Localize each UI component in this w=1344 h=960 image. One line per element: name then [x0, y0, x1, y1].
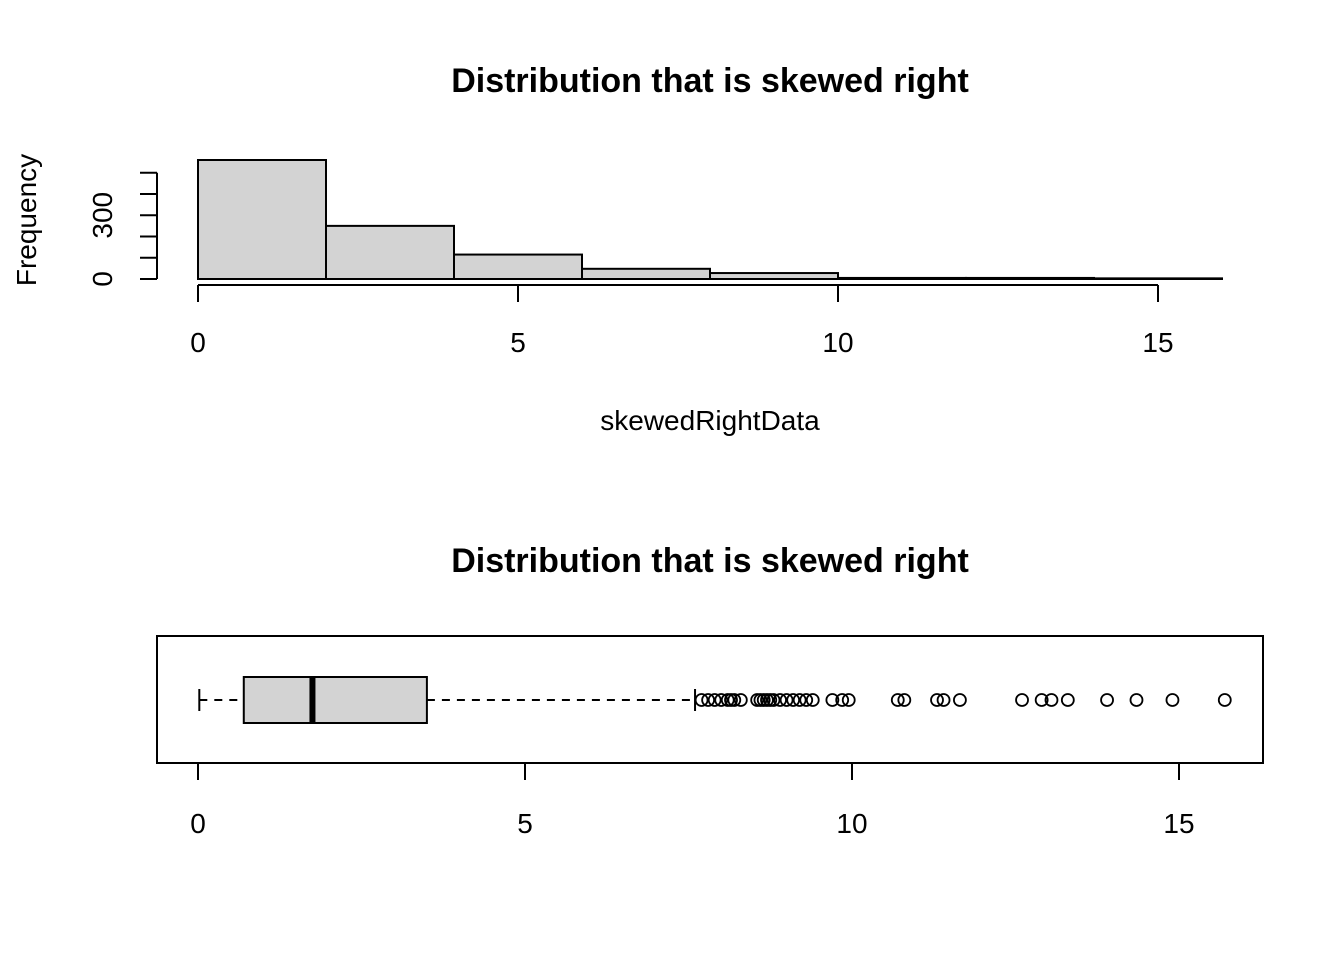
boxplot-outlier [792, 693, 807, 707]
boxplot-outlier [825, 693, 840, 707]
boxplot-outlier [835, 693, 850, 707]
histogram-bar [837, 276, 967, 280]
boxplot-outlier [1100, 693, 1114, 707]
boxplot-body [198, 676, 697, 724]
boxplot-outlier [733, 693, 748, 707]
boxplot-outlier [799, 693, 814, 707]
boxplot-panel: Distribution that is skewed right 0 5 10 15 [156, 542, 1264, 839]
histogram-x-tick-label: 10 [822, 327, 853, 358]
boxplot-outlier [1060, 693, 1075, 707]
histogram-bar [1093, 277, 1223, 280]
boxplot-outlier [1044, 693, 1059, 707]
histogram-bar [709, 272, 839, 280]
histogram-bars [197, 159, 1223, 280]
boxplot-outlier [766, 693, 781, 707]
boxplot-x-axis: 0 5 10 15 [190, 762, 1195, 839]
boxplot-outlier [1034, 693, 1049, 707]
histogram-bar [581, 267, 711, 280]
boxplot-outlier [1129, 693, 1144, 707]
boxplot-outlier [953, 693, 967, 707]
boxplot-outlier [1165, 693, 1180, 707]
boxplot-x-tick-label: 15 [1163, 808, 1194, 839]
histogram-bar [325, 224, 455, 280]
histogram-x-label: skewedRightData [600, 405, 820, 436]
histogram-x-tick-label: 5 [510, 327, 526, 358]
boxplot-outlier [779, 693, 794, 707]
boxplot-outlier [1217, 693, 1232, 707]
boxplot-outlier [897, 693, 912, 707]
boxplot-title: Distribution that is skewed right [451, 542, 969, 580]
boxplot-outlier [694, 693, 709, 707]
histogram-x-tick-label: 15 [1142, 327, 1173, 358]
histogram-title: Distribution that is skewed right [451, 62, 969, 100]
histogram-bar [453, 253, 583, 280]
boxplot-outlier [786, 693, 801, 707]
histogram-y-axis: 0 300 [87, 171, 158, 287]
histogram-x-axis: 0 5 10 15 [190, 284, 1174, 358]
boxplot-outlier [805, 693, 820, 707]
histogram-y-tick-label: 300 [87, 192, 118, 239]
boxplot-outlier [701, 693, 716, 707]
boxplot-box [242, 676, 428, 724]
histogram-y-tick-label: 0 [87, 271, 118, 287]
boxplot-outlier [707, 693, 722, 707]
boxplot-outlier [936, 693, 951, 707]
histogram-bar [965, 276, 1095, 280]
boxplot-outliers [694, 693, 1232, 707]
histogram-x-tick-label: 0 [190, 327, 206, 358]
histogram-y-label: Frequency [11, 154, 42, 286]
boxplot-x-tick-label: 5 [517, 808, 533, 839]
boxplot-outlier [890, 693, 905, 707]
boxplot-outlier [930, 693, 944, 707]
histogram-bar [197, 159, 327, 280]
histogram-panel: Distribution that is skewed right 0 5 10 15… [11, 62, 1223, 436]
boxplot-outlier [773, 693, 787, 707]
boxplot-x-tick-label: 0 [190, 808, 206, 839]
boxplot-outlier [727, 693, 742, 707]
boxplot-outlier [714, 693, 729, 707]
boxplot-outlier [1015, 693, 1029, 707]
boxplot-x-tick-label: 10 [836, 808, 867, 839]
boxplot-outlier [841, 693, 856, 707]
